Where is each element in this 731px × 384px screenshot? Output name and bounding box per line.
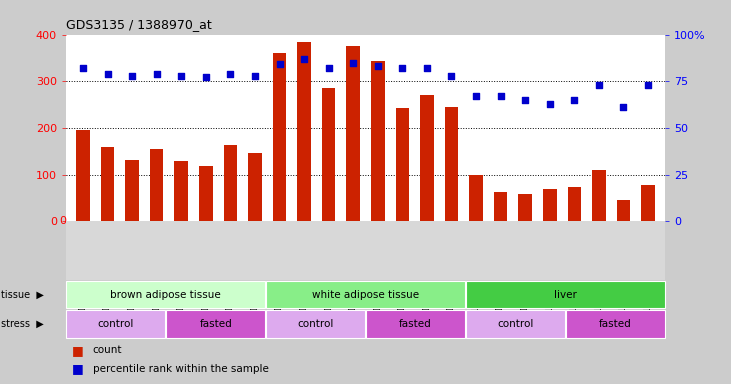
Bar (566, 311, 664, 338)
Text: GDS3135 / 1388970_at: GDS3135 / 1388970_at (66, 18, 211, 31)
Text: control: control (497, 319, 534, 329)
Point (273, 61, 285, 68)
Text: control: control (298, 319, 334, 329)
Point (347, 60, 359, 66)
Bar (199, 166, 213, 221)
Bar (266, 281, 465, 308)
Point (200, 74, 212, 81)
Bar (543, 189, 556, 221)
Point (249, 73, 261, 79)
Point (298, 56, 310, 62)
Text: ■: ■ (72, 344, 83, 357)
Bar (444, 107, 458, 221)
Bar (167, 311, 265, 338)
Text: tissue  ▶: tissue ▶ (1, 290, 45, 300)
Point (102, 71, 113, 77)
Bar (469, 175, 482, 221)
Point (470, 93, 482, 99)
Bar (592, 170, 606, 221)
Bar (101, 147, 114, 221)
Point (323, 65, 335, 71)
Bar (76, 130, 90, 221)
Point (495, 93, 507, 99)
Point (446, 73, 458, 79)
Text: white adipose tissue: white adipose tissue (312, 290, 419, 300)
Text: control: control (97, 319, 134, 329)
Bar (266, 311, 365, 338)
Text: 0: 0 (58, 216, 66, 226)
Bar (466, 281, 664, 308)
Bar (224, 145, 237, 221)
Bar (67, 311, 165, 338)
Bar (494, 192, 507, 221)
Bar (518, 194, 532, 221)
Point (151, 71, 162, 77)
Point (593, 82, 605, 88)
Point (618, 104, 629, 111)
Bar (298, 41, 311, 221)
Text: stress  ▶: stress ▶ (1, 319, 44, 329)
Bar (567, 187, 581, 221)
Text: liver: liver (554, 290, 577, 300)
Bar (150, 149, 164, 221)
Point (421, 65, 433, 71)
Text: ■: ■ (72, 362, 83, 375)
Text: fasted: fasted (200, 319, 232, 329)
Bar (273, 53, 287, 221)
Bar (466, 311, 564, 338)
Point (544, 101, 556, 107)
Bar (371, 61, 385, 221)
Point (519, 97, 531, 103)
Bar (125, 160, 139, 221)
Bar (322, 88, 336, 221)
Bar (175, 161, 188, 221)
Point (642, 82, 654, 88)
Bar (346, 46, 360, 221)
Point (224, 71, 236, 77)
Bar (617, 200, 630, 221)
Bar (249, 153, 262, 221)
Bar (366, 311, 465, 338)
Bar (420, 95, 433, 221)
Bar (641, 185, 655, 221)
Text: count: count (93, 345, 122, 355)
Text: brown adipose tissue: brown adipose tissue (110, 290, 221, 300)
Point (126, 73, 138, 79)
Bar (67, 281, 265, 308)
Text: fasted: fasted (599, 319, 632, 329)
Text: fasted: fasted (399, 319, 432, 329)
Point (396, 65, 408, 71)
Point (569, 97, 580, 103)
Point (372, 63, 384, 70)
Bar (395, 108, 409, 221)
Point (77, 65, 89, 71)
Text: percentile rank within the sample: percentile rank within the sample (93, 364, 268, 374)
Point (175, 73, 187, 79)
